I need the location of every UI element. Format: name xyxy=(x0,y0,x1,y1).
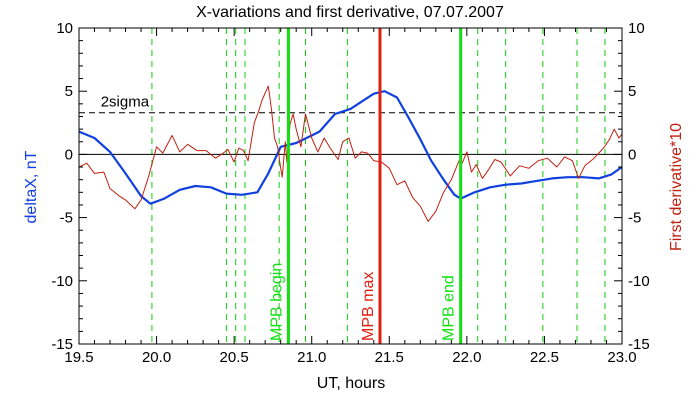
x-tick-label: 22.0 xyxy=(452,349,481,366)
derivative-line xyxy=(78,85,623,222)
y-tick-label-left: 0 xyxy=(65,146,73,163)
sigma-label: 2sigma xyxy=(101,94,150,111)
y-tick-label-right: -10 xyxy=(628,273,650,290)
x-axis-label: UT, hours xyxy=(317,375,385,392)
chart-title: X-variations and first derivative, 07.07… xyxy=(196,4,504,21)
y-tick-label-left: -10 xyxy=(51,273,73,290)
plot-area: 2sigma MPB begin MPB max MPB end 19.5 20.0 20.… xyxy=(51,20,649,366)
mpb-max-label: MPB max xyxy=(360,272,377,341)
y-tick-label-right: 10 xyxy=(628,20,645,37)
x-tick-label: 19.5 xyxy=(64,349,93,366)
y-tick-label-right: 0 xyxy=(628,146,636,163)
y-tick-label-right: 5 xyxy=(628,83,636,100)
y-tick-label-left: -15 xyxy=(51,336,73,353)
y-tick-label-left: 10 xyxy=(56,20,73,37)
deltax-line xyxy=(78,90,623,205)
y-tick-label-right: -5 xyxy=(628,210,641,227)
y-tick-label-right: -15 xyxy=(628,336,650,353)
y-axis-right-label: First derivative*10 xyxy=(668,123,685,251)
x-tick-label: 23.0 xyxy=(607,349,636,366)
x-tick-label: 22.5 xyxy=(530,349,559,366)
x-tick-label: 20.5 xyxy=(220,349,249,366)
y-axis-left-label: deltaX, nT xyxy=(23,150,40,223)
mpb-end-label: MPB end xyxy=(441,275,458,341)
y-tick-label-left: -5 xyxy=(60,210,73,227)
x-tick-label: 20.0 xyxy=(142,349,171,366)
x-tick-label: 21.0 xyxy=(297,349,326,366)
mpb-begin-label: MPB begin xyxy=(268,263,285,341)
plot-frame xyxy=(78,27,623,345)
y-tick-label-left: 5 xyxy=(65,83,73,100)
x-tick-label: 21.5 xyxy=(375,349,404,366)
